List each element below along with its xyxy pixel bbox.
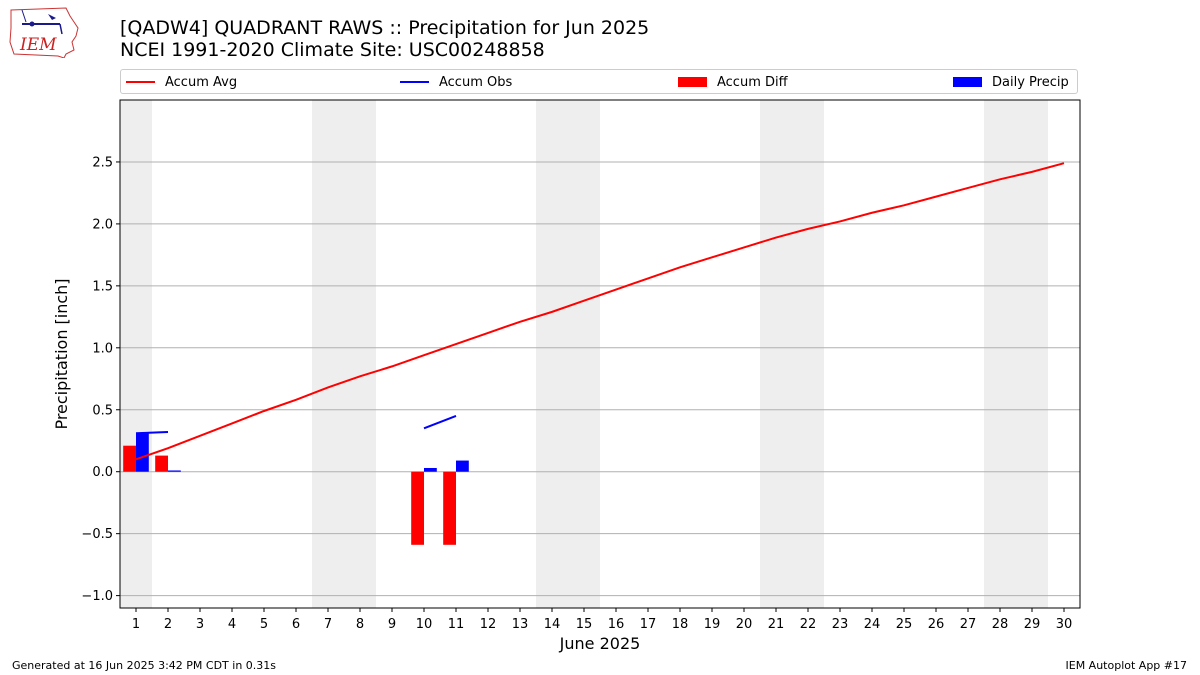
x-tick-label: 19 xyxy=(704,617,721,632)
weekend-band xyxy=(984,100,1048,608)
weekend-band xyxy=(536,100,600,608)
daily-precip-bar xyxy=(168,470,181,472)
x-tick-label: 7 xyxy=(324,617,332,632)
x-tick-label: 15 xyxy=(576,617,593,632)
accum-obs-line xyxy=(135,431,169,435)
x-tick-label: 25 xyxy=(896,617,913,632)
accum-diff-bar xyxy=(155,455,168,472)
accum-avg-line xyxy=(135,162,1065,461)
legend-item-accum-obs: Accum Obs xyxy=(400,74,512,90)
y-tick-label: 1.5 xyxy=(92,279,113,294)
weekend-shading xyxy=(120,100,1048,608)
chart-title: [QADW4] QUADRANT RAWS :: Precipitation f… xyxy=(120,17,649,61)
legend-item-daily-precip: Daily Precip xyxy=(953,74,1069,90)
legend-label-daily-precip: Daily Precip xyxy=(992,74,1069,90)
x-tick-label: 4 xyxy=(228,617,236,632)
x-tick-label: 2 xyxy=(164,617,172,632)
y-tick-label: −1.0 xyxy=(81,589,113,604)
y-axis-ticks: −1.0 −0.5 0.0 0.5 1.0 1.5 2.0 2.5 xyxy=(81,155,120,604)
daily-precip-bar xyxy=(424,467,437,472)
accum-diff-bar xyxy=(443,471,456,545)
x-tick-label: 10 xyxy=(416,617,433,632)
plot-frame xyxy=(119,99,1081,609)
iem-logo: IEM xyxy=(8,6,80,59)
legend-swatch-accum-diff xyxy=(678,77,707,87)
legend-label-accum-diff: Accum Diff xyxy=(717,74,788,90)
x-tick-label: 8 xyxy=(356,617,364,632)
x-tick-label: 20 xyxy=(736,617,753,632)
gridlines xyxy=(120,161,1080,597)
legend-swatch-daily-precip xyxy=(953,77,982,87)
chart-title-line-2: NCEI 1991-2020 Climate Site: USC00248858 xyxy=(120,39,545,61)
accum-obs-line xyxy=(423,415,457,430)
x-tick-label: 1 xyxy=(132,617,140,632)
x-tick-label: 24 xyxy=(864,617,881,632)
x-tick-label: 9 xyxy=(388,617,396,632)
footer-generated: Generated at 16 Jun 2025 3:42 PM CDT in … xyxy=(12,659,277,672)
daily-precip-bar xyxy=(456,460,469,472)
y-tick-label: 2.0 xyxy=(92,217,113,232)
legend-swatch-accum-obs xyxy=(400,81,429,83)
y-tick-label: 0.0 xyxy=(92,465,113,480)
legend-label-accum-obs: Accum Obs xyxy=(439,74,513,90)
legend-swatch-accum-avg xyxy=(126,81,155,83)
svg-text:IEM: IEM xyxy=(19,35,57,55)
x-tick-label: 14 xyxy=(544,617,561,632)
legend-item-accum-diff: Accum Diff xyxy=(678,74,788,90)
chart-legend: Accum Avg Accum Obs Accum Diff Daily Pre… xyxy=(120,69,1078,94)
legend-item-accum-avg: Accum Avg xyxy=(126,74,237,90)
legend-label-accum-avg: Accum Avg xyxy=(165,74,238,90)
x-tick-label: 27 xyxy=(960,617,977,632)
footer-app: IEM Autoplot App #17 xyxy=(1065,659,1188,672)
x-tick-label: 23 xyxy=(832,617,849,632)
x-tick-label: 6 xyxy=(292,617,300,632)
y-axis-label: Precipitation [inch] xyxy=(52,278,71,429)
accum-diff-bar xyxy=(123,445,136,472)
bars xyxy=(123,433,469,545)
series-lines xyxy=(135,162,1065,461)
x-tick-label: 12 xyxy=(480,617,497,632)
x-tick-label: 28 xyxy=(992,617,1009,632)
x-tick-label: 29 xyxy=(1024,617,1041,632)
x-tick-label: 16 xyxy=(608,617,625,632)
x-tick-label: 21 xyxy=(768,617,785,632)
y-tick-label: −0.5 xyxy=(81,527,113,542)
chart-title-line-1: [QADW4] QUADRANT RAWS :: Precipitation f… xyxy=(120,17,650,39)
x-tick-label: 17 xyxy=(640,617,657,632)
x-tick-label: 11 xyxy=(448,617,465,632)
accum-diff-bar xyxy=(411,471,424,545)
x-tick-label: 30 xyxy=(1056,617,1073,632)
x-tick-label: 3 xyxy=(196,617,204,632)
x-tick-label: 22 xyxy=(800,617,817,632)
y-tick-label: 1.0 xyxy=(92,341,113,356)
x-axis-ticks: 1 2 3 4 5 6 7 8 9 10 11 12 13 14 15 16 17 18 19 20 21 22 23 24 2… xyxy=(132,608,1072,632)
x-tick-label: 5 xyxy=(260,617,268,632)
x-tick-label: 18 xyxy=(672,617,689,632)
x-tick-label: 26 xyxy=(928,617,945,632)
x-tick-label: 13 xyxy=(512,617,529,632)
weekend-band xyxy=(312,100,376,608)
weekend-band xyxy=(760,100,824,608)
y-tick-label: 0.5 xyxy=(92,403,113,418)
weekend-band xyxy=(120,100,152,608)
y-tick-label: 2.5 xyxy=(92,155,113,170)
daily-precip-bar xyxy=(136,433,149,472)
x-axis-label: June 2025 xyxy=(559,634,641,653)
